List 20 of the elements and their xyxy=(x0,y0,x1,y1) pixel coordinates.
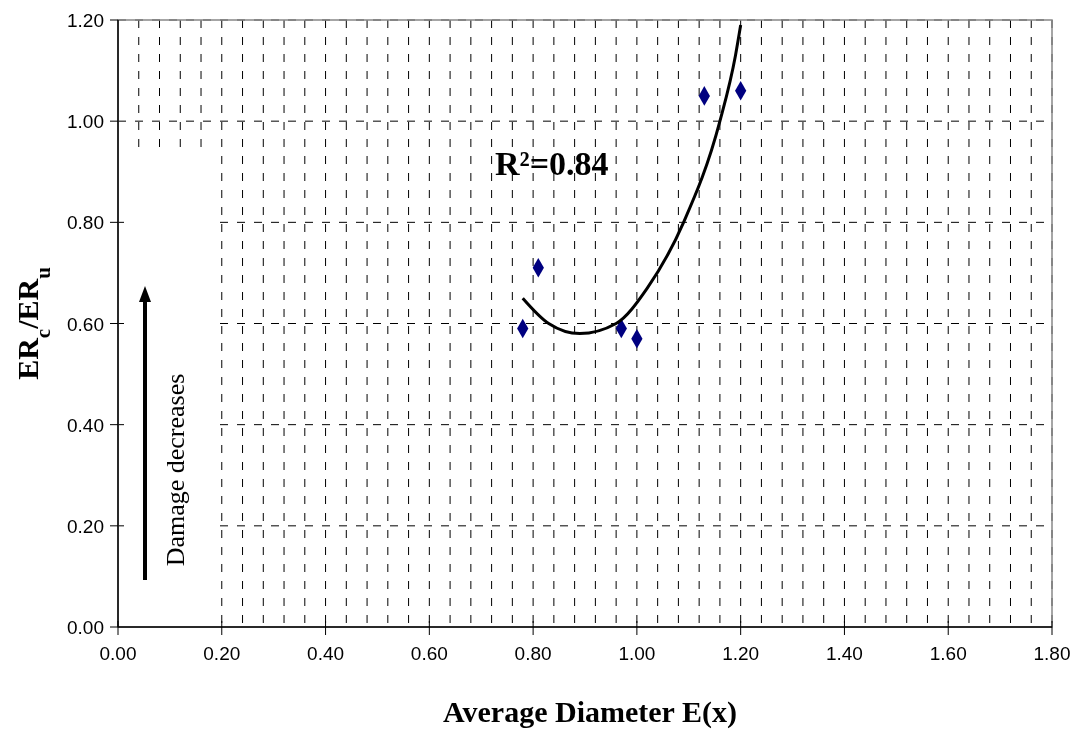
y-tick-label: 0.00 xyxy=(67,617,104,638)
annotation: Damage decreases xyxy=(161,373,190,567)
x-tick-label: 1.20 xyxy=(722,643,760,664)
y-tick-label: 0.60 xyxy=(67,313,104,335)
y-tick-label: 1.00 xyxy=(67,111,104,133)
x-tick-label: 0.80 xyxy=(514,643,552,664)
x-tick-label: 1.40 xyxy=(825,643,863,664)
y-tick-label: 0.80 xyxy=(67,212,104,234)
x-axis-title: Average Diameter E(x) xyxy=(443,695,737,729)
y-tick-label: 0.20 xyxy=(67,515,104,537)
x-tick-label: 0.20 xyxy=(203,643,241,664)
x-tick-label: 0.60 xyxy=(410,643,448,664)
annotation: R²=0.84 xyxy=(495,145,609,182)
y-tick-label: 0.40 xyxy=(67,414,104,436)
x-tick-label: 1.00 xyxy=(618,643,656,664)
y-tick-label: 1.20 xyxy=(67,10,104,31)
x-tick-label: 1.60 xyxy=(929,643,967,664)
x-tick-label: 1.80 xyxy=(1033,643,1071,664)
x-tick-label: 0.00 xyxy=(99,643,137,664)
x-tick-label: 0.40 xyxy=(307,643,345,664)
